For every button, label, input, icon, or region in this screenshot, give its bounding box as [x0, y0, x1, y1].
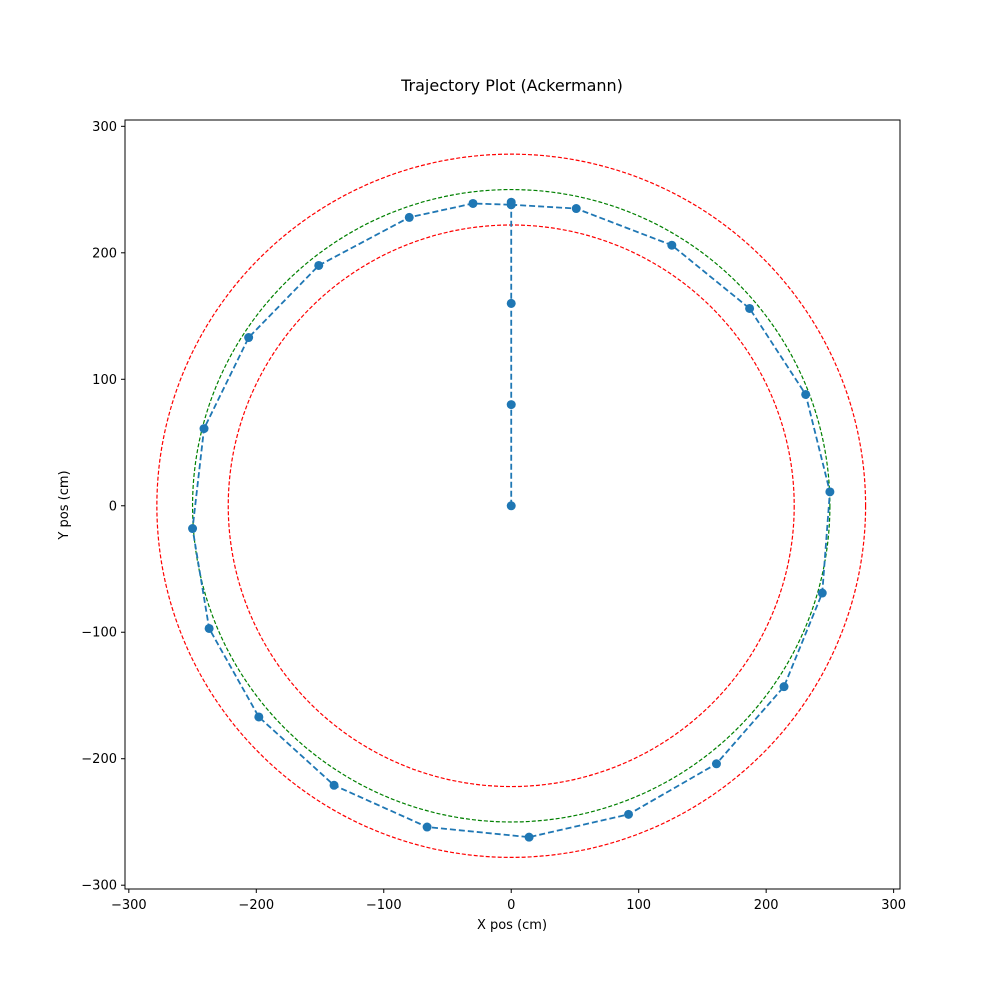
- trajectory-point-23: [404, 212, 414, 222]
- y-tick-label: 100: [92, 373, 117, 388]
- trajectory-point-16: [329, 780, 339, 790]
- trajectory-point-18: [204, 623, 214, 633]
- x-tick-label: 100: [626, 898, 651, 913]
- x-tick-label: −300: [111, 898, 147, 913]
- trajectory-point-19: [188, 524, 198, 534]
- trajectory-point-17: [254, 712, 264, 722]
- y-tick-label: 300: [92, 120, 117, 135]
- y-tick-label: −100: [81, 626, 117, 641]
- chart-title: Trajectory Plot (Ackermann): [400, 76, 623, 95]
- y-tick-label: 200: [92, 246, 117, 261]
- trajectory-point-22: [314, 260, 324, 270]
- trajectory-point-1: [506, 400, 516, 410]
- y-axis: −300 −200 −100 0 100 200 300: [81, 120, 125, 894]
- x-tick-label: 0: [507, 898, 515, 913]
- y-tick-label: −200: [81, 752, 117, 767]
- trajectory-point-0: [506, 501, 516, 511]
- trajectory-point-7: [745, 303, 755, 313]
- y-tick-label: 0: [109, 499, 117, 514]
- trajectory-point-5: [571, 204, 581, 214]
- x-tick-label: 300: [881, 898, 906, 913]
- trajectory-point-6: [667, 240, 677, 250]
- trajectory-point-24: [468, 198, 478, 208]
- trajectory-point-8: [801, 389, 811, 399]
- trajectory-line: [191, 201, 831, 839]
- trajectory-point-15: [422, 822, 432, 832]
- reference-circle-1: [156, 153, 867, 858]
- trajectory-point-13: [623, 809, 633, 819]
- plot-area: [156, 153, 867, 858]
- y-tick-label: −300: [81, 879, 117, 894]
- trajectory-point-2: [506, 298, 516, 308]
- trajectory-point-25: [506, 200, 516, 210]
- trajectory-point-21: [244, 333, 254, 343]
- y-axis-label: Y pos (cm): [57, 470, 72, 540]
- x-axis-label: X pos (cm): [477, 918, 547, 933]
- x-tick-label: 200: [754, 898, 779, 913]
- trajectory-point-9: [825, 487, 835, 497]
- x-axis: −300 −200 −100 0 100 200 300: [111, 889, 906, 913]
- axes-frame: [124, 119, 901, 890]
- trajectory-point-12: [711, 759, 721, 769]
- reference-circle-2: [191, 188, 831, 823]
- trajectory-point-20: [199, 424, 209, 434]
- trajectory-point-10: [817, 588, 827, 598]
- trajectory-point-14: [524, 832, 534, 842]
- x-tick-label: −200: [238, 898, 274, 913]
- x-tick-label: −100: [366, 898, 402, 913]
- trajectory-point-11: [779, 682, 789, 692]
